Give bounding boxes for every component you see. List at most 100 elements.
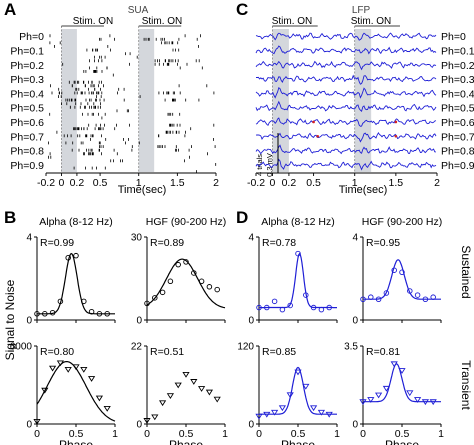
d4-y-tick-label: 3.5 (344, 342, 358, 353)
sua-raster-row (49, 102, 181, 116)
lfp-lfp-trace (256, 74, 437, 85)
b1-data-point (88, 308, 95, 315)
b1-y-tick-label: 4 (26, 233, 32, 244)
d1-title: Alpha (8-12 Hz) (261, 216, 335, 228)
b1-data-point (34, 311, 40, 317)
b3-x-tick-label: 0 (34, 428, 40, 440)
b1-data-point (42, 311, 48, 317)
lfp-stim-label-1: Stim. ON (272, 16, 313, 27)
d3-data-point (255, 413, 263, 420)
sua-row-label: Ph=0.1 (10, 45, 44, 57)
b4-data-point (182, 371, 190, 378)
sua-x-tick-label: 1 (136, 177, 142, 189)
d2-fit-curve (363, 259, 441, 300)
lfp-x-tick-label: 0 (270, 177, 276, 189)
d4-data-point (367, 397, 375, 403)
d4-x-tick-label: 1 (438, 428, 444, 440)
sua-row-label: Ph=0 (19, 31, 44, 43)
lfp-stim-label-2: Stim. ON (351, 16, 392, 27)
b3-fit-curve (36, 361, 116, 422)
sua-raster-row (73, 116, 215, 131)
stim-label-1: Stim. ON (73, 16, 114, 27)
d2-data-point (391, 267, 397, 273)
d3-data-point (263, 411, 271, 418)
sua-row-label: Ph=0.6 (10, 117, 44, 129)
b4-data-point (205, 389, 214, 396)
b3-annotation: R=0.80 (40, 346, 74, 358)
d1-annotation: R=0.78 (262, 237, 296, 249)
b1-data-point (49, 309, 56, 316)
lfp-lfp-trace (255, 158, 437, 171)
lfp-lfp-trace (255, 117, 437, 127)
b3-data-point (72, 364, 80, 371)
b3-data-point (103, 405, 111, 412)
d2-data-point (422, 296, 429, 303)
b1-fit-curve (37, 252, 115, 315)
d3-data-point (270, 409, 279, 416)
sua-x-tick-label: 0.5 (93, 177, 108, 189)
b1-annotation: R=0.99 (40, 237, 74, 249)
d1-data-point (295, 250, 301, 257)
b4-x-tick-label: 0 (144, 428, 150, 440)
b4-y-tick-label: 0 (136, 420, 142, 431)
lfp-row-label: Ph=0.5 (441, 103, 474, 115)
d2-data-point (375, 296, 382, 303)
d2-title: HGF (90-200 Hz) (362, 216, 443, 228)
d1-data-point (310, 304, 317, 311)
b4-y-tick-label: 22 (131, 342, 143, 353)
b2-y-tick-label: 0 (136, 316, 142, 327)
d4-x-tick-label: 0.5 (395, 428, 410, 440)
b4-data-point (166, 393, 175, 400)
d3-data-point (309, 405, 318, 412)
b1-title: Alpha (8-12 Hz) (39, 216, 113, 228)
lfp-x-tick-label: 1.5 (389, 177, 404, 189)
b4-data-point (213, 396, 221, 403)
b3-data-point (56, 360, 65, 367)
d3-y-tick-label: 120 (237, 342, 254, 353)
b1-data-point (73, 252, 79, 259)
b2-data-point (167, 278, 174, 285)
d1-data-point (326, 304, 332, 311)
lfp-row-label: Ph=0.2 (441, 60, 474, 72)
d4-data-point (406, 390, 414, 397)
lfp-x-tick-label: -0.2 (247, 177, 265, 189)
d4-data-point (429, 399, 437, 406)
d4-data-point (374, 392, 383, 399)
d3-x-tick-label: 0.5 (291, 428, 306, 440)
lfp-lfp-trace (255, 32, 437, 41)
d4-data-point (382, 385, 391, 392)
d2-data-point (399, 269, 405, 276)
lfp-row-label: Ph=0.3 (441, 74, 474, 86)
lfp-x-tick-label: 0.2 (282, 177, 297, 189)
d4-y-tick-label: 0 (352, 420, 358, 431)
lfp-row-label: Ph=0.8 (441, 146, 474, 158)
b4-x-tick-label: 1 (222, 428, 228, 440)
d1-data-point (287, 302, 293, 309)
lfp-row-label: Ph=0.1 (441, 45, 474, 57)
lfp-marker-0 (312, 120, 315, 124)
row-label-transient: Transient (459, 360, 473, 410)
sua-shade-1 (138, 29, 155, 172)
sua-row-label: Ph=0.7 (10, 131, 44, 143)
panel-letter-c: C (236, 0, 248, 19)
d2-data-point (360, 296, 366, 303)
d4-data-point (390, 361, 398, 368)
d1-data-point (271, 298, 278, 305)
b3-data-point (33, 418, 41, 425)
panel-letter-a: A (4, 0, 16, 19)
d3-y-tick-label: 0 (248, 420, 254, 431)
d3-data-point (278, 405, 287, 412)
d3-data-point (325, 411, 333, 418)
b2-data-point (183, 259, 189, 265)
d4-data-point (413, 397, 422, 403)
b2-y-tick-label: 30 (131, 233, 143, 244)
b2-data-point (159, 289, 166, 296)
sua-row-label: Ph=0.5 (10, 103, 44, 115)
d2-data-point (368, 294, 374, 300)
sua-row-label: Ph=0.9 (10, 160, 44, 172)
b2-data-point (206, 284, 213, 290)
b3-data-point (64, 366, 72, 373)
sua-raster-row (54, 45, 199, 59)
d1-data-point (279, 306, 286, 313)
